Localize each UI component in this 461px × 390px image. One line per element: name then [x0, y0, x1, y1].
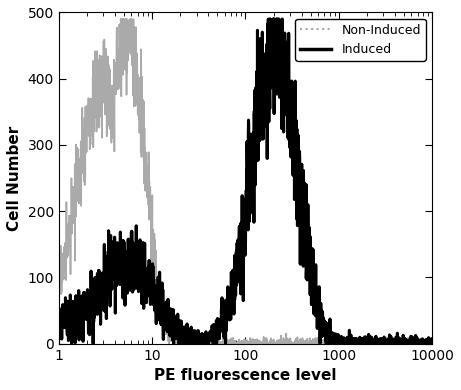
Non-Induced	[419, 340, 424, 345]
Induced	[238, 266, 243, 270]
Non-Induced	[419, 339, 425, 344]
Non-Induced	[429, 338, 435, 342]
Non-Induced	[228, 341, 234, 346]
Induced	[228, 307, 233, 312]
Non-Induced	[118, 17, 124, 21]
Legend: Non-Induced, Induced: Non-Induced, Induced	[295, 19, 426, 61]
Non-Induced	[75, 172, 81, 176]
Induced	[350, 340, 356, 345]
X-axis label: PE fluorescence level: PE fluorescence level	[154, 368, 337, 383]
Induced	[56, 329, 61, 334]
Line: Induced: Induced	[59, 19, 432, 344]
Induced	[419, 340, 425, 345]
Non-Induced	[350, 339, 356, 343]
Induced	[69, 341, 74, 346]
Y-axis label: Cell Number: Cell Number	[7, 126, 22, 230]
Induced	[429, 341, 435, 346]
Line: Non-Induced: Non-Induced	[59, 19, 432, 344]
Induced	[75, 333, 81, 338]
Non-Induced	[56, 272, 61, 277]
Non-Induced	[166, 341, 172, 346]
Induced	[419, 339, 424, 344]
Non-Induced	[238, 340, 243, 345]
Induced	[266, 17, 271, 21]
